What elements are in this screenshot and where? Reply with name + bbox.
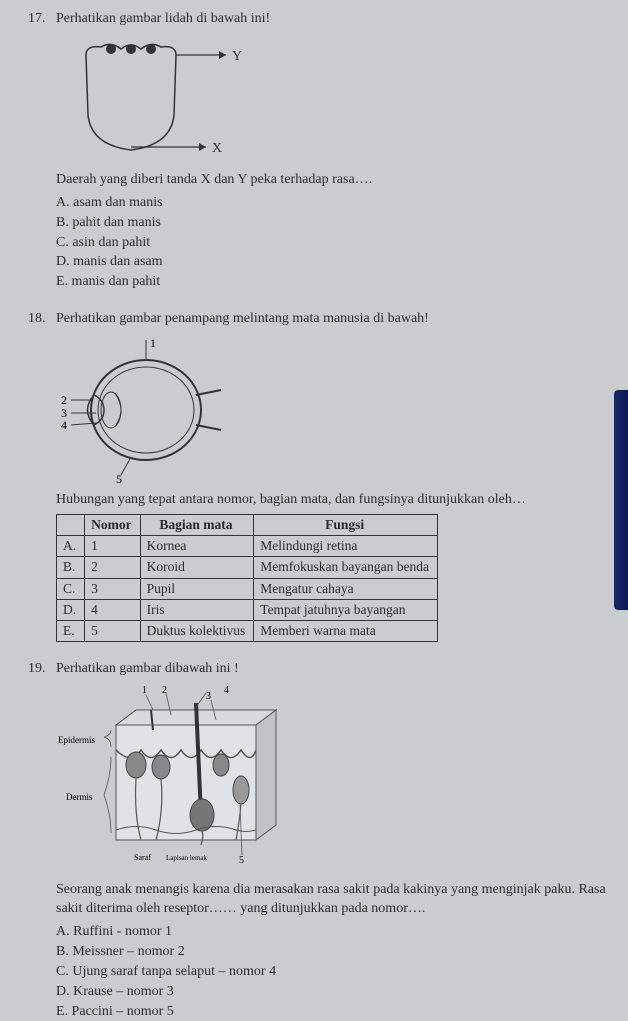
q17-options: A. asam dan manis B. pahit dan manis C. … xyxy=(28,194,610,292)
q18-eye-diagram: 1 2 3 4 5 xyxy=(56,335,610,485)
th-bagian: Bagian mata xyxy=(140,515,254,536)
eye-label-5: 5 xyxy=(116,472,122,485)
skin-n1: 1 xyxy=(142,685,147,696)
q18-sub: Hubungan yang tepat antara nomor, bagian… xyxy=(28,491,610,510)
table-row: B. 2 Koroid Memfokuskan bayangan benda xyxy=(57,557,438,578)
table-row: D. 4 Iris Tempat jatuhnya bayangan xyxy=(57,599,438,620)
q17-tongue-diagram: Y X xyxy=(56,35,610,165)
q19-opt-b: B. Meissner – nomor 2 xyxy=(56,943,610,962)
q19-number: 19. xyxy=(28,660,56,679)
book-edge-decoration xyxy=(614,390,628,610)
skin-dermi: Dermis xyxy=(66,792,93,802)
label-y: Y xyxy=(232,49,242,64)
q17-opt-c: C. asin dan pahit xyxy=(56,234,610,253)
q17-opt-b: B. pahit dan manis xyxy=(56,214,610,233)
q17-number: 17. xyxy=(28,10,56,29)
q19-skin-diagram: Epidermis Dermis Saraf Lapisan lemak 1 2… xyxy=(56,685,610,875)
q19-opt-e: E. Paccini – nomor 5 xyxy=(56,1003,610,1021)
table-row: C. 3 Pupil Mengatur cahaya xyxy=(57,578,438,599)
table-row: E. 5 Duktus kolektivus Memberi warna mat… xyxy=(57,621,438,642)
q17-prompt: Perhatikan gambar lidah di bawah ini! xyxy=(56,10,610,29)
question-17: 17. Perhatikan gambar lidah di bawah ini… xyxy=(28,10,610,292)
question-19: 19. Perhatikan gambar dibawah ini ! xyxy=(28,660,610,1021)
eye-label-1: 1 xyxy=(150,336,156,350)
skin-saraf: Saraf xyxy=(134,853,151,862)
skin-lap: Lapisan lemak xyxy=(166,854,208,862)
q17-sub: Daerah yang diberi tanda X dan Y peka te… xyxy=(28,171,610,190)
table-row: A. 1 Kornea Melindungi retina xyxy=(57,536,438,557)
skin-n2: 2 xyxy=(162,685,167,696)
question-18: 18. Perhatikan gambar penampang melintan… xyxy=(28,310,610,642)
q19-sub: Seorang anak menangis karena dia merasak… xyxy=(28,881,610,919)
q17-opt-a: A. asam dan manis xyxy=(56,194,610,213)
q19-options: A. Ruffini - nomor 1 B. Meissner – nomor… xyxy=(28,923,610,1021)
q17-opt-e: E. manis dan pahit xyxy=(56,273,610,292)
q19-opt-a: A. Ruffini - nomor 1 xyxy=(56,923,610,942)
th-fungsi: Fungsi xyxy=(254,515,438,536)
label-x: X xyxy=(212,141,222,156)
q18-table: Nomor Bagian mata Fungsi A. 1 Kornea Mel… xyxy=(56,514,438,642)
q18-prompt: Perhatikan gambar penampang melintang ma… xyxy=(56,310,610,329)
q18-number: 18. xyxy=(28,310,56,329)
q19-opt-d: D. Krause – nomor 3 xyxy=(56,983,610,1002)
q19-opt-c: C. Ujung saraf tanpa selaput – nomor 4 xyxy=(56,963,610,982)
skin-epi: Epidermis xyxy=(58,735,95,745)
th-blank xyxy=(57,515,85,536)
eye-label-2: 2 xyxy=(61,393,67,407)
skin-n5: 5 xyxy=(239,855,244,866)
q19-prompt: Perhatikan gambar dibawah ini ! xyxy=(56,660,610,679)
eye-label-4: 4 xyxy=(61,418,67,432)
q17-opt-d: D. manis dan asam xyxy=(56,253,610,272)
th-nomor: Nomor xyxy=(85,515,141,536)
skin-n3: 3 xyxy=(206,691,211,702)
skin-n4: 4 xyxy=(224,685,229,696)
